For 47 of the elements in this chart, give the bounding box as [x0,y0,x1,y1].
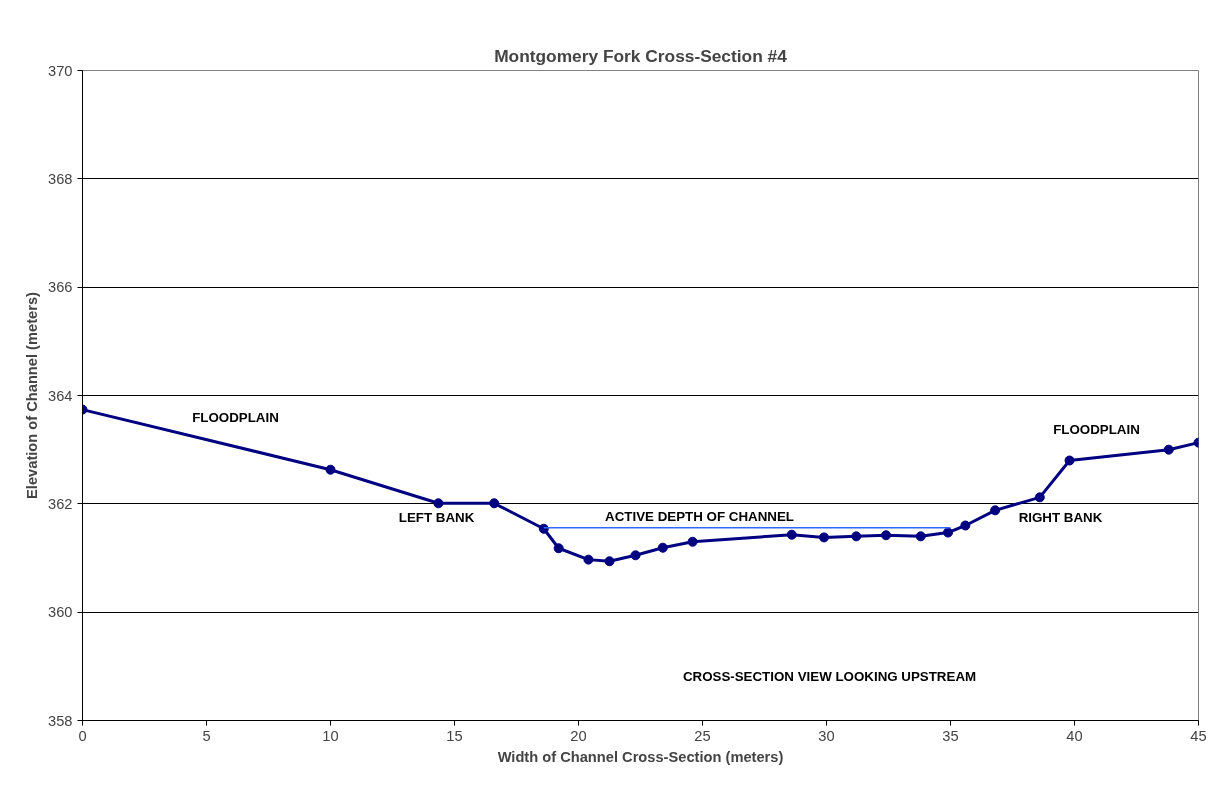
y-axis-title: Elevation of Channel (meters) [24,291,41,499]
y-tick-label: 368 [48,170,73,187]
x-axis-title: Width of Channel Cross-Section (meters) [497,748,784,765]
annotation: FLOODPLAIN [1053,422,1140,437]
point [786,529,797,540]
annotation: ACTIVE DEPTH OF CHANNEL [605,509,794,524]
point [943,527,954,538]
x-tick-label: 15 [446,727,463,744]
point [881,530,892,541]
x-tick-label: 40 [1066,727,1083,744]
x-tick-label: 25 [694,727,711,744]
chart-title: Montgomery Fork Cross-Section #4 [494,45,788,66]
x-tick-label: 10 [322,727,339,744]
x-tick-label: 30 [818,727,835,744]
point [990,505,1001,516]
y-tick-label: 366 [48,279,73,296]
point [687,536,698,547]
point [553,543,564,554]
annotation: RIGHT BANK [1018,510,1103,525]
point [851,531,862,542]
annotation: CROSS-SECTION VIEW LOOKING UPSTREAM [682,669,977,684]
x-tick-label: 20 [570,727,587,744]
point [433,498,444,509]
point [1064,455,1075,466]
y-tick-label: 362 [48,495,73,512]
point [604,556,615,567]
y-tick-label: 358 [48,712,73,729]
x-tick-label: 5 [202,727,211,744]
point [1163,444,1174,455]
x-tick-label: 45 [1190,727,1207,744]
point [538,523,549,534]
y-tick-label: 370 [48,62,73,79]
point [915,531,926,542]
annotation: FLOODPLAIN [192,410,279,425]
point [1034,492,1045,503]
point [819,532,830,543]
point [489,498,500,509]
point [657,542,668,553]
point [630,550,641,561]
annotation: LEFT BANK [398,510,475,525]
y-tick-label: 360 [48,604,73,621]
point [325,464,336,475]
point [583,554,594,565]
point [960,520,971,531]
y-tick-label: 364 [48,387,73,404]
x-tick-label: 35 [942,727,959,744]
x-tick-label: 0 [78,727,87,744]
